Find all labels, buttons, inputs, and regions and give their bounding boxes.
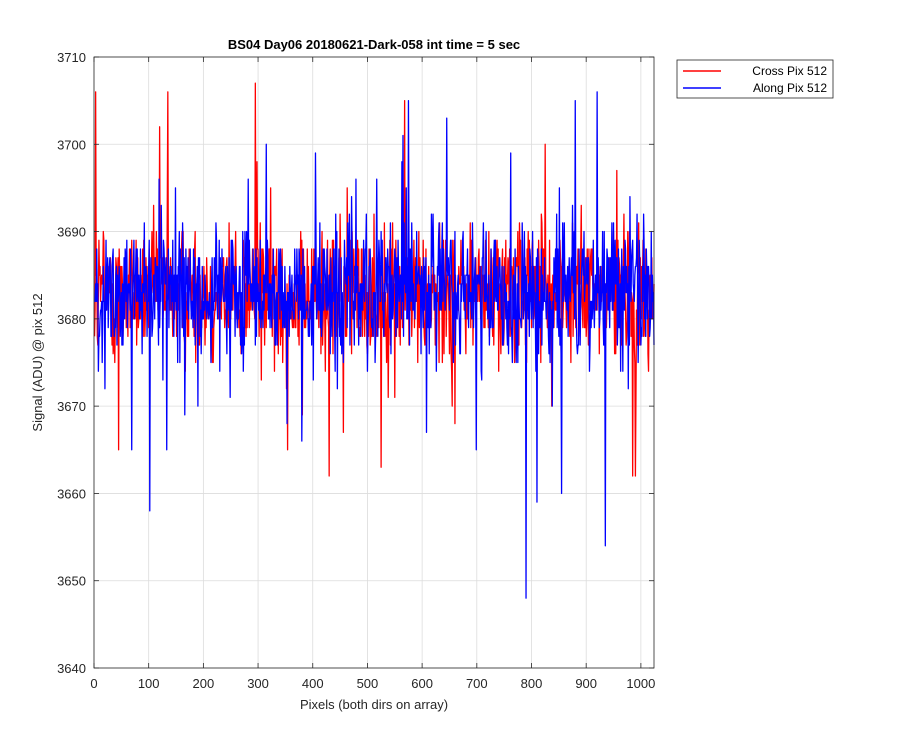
legend-label-along: Along Pix 512 (753, 81, 827, 95)
y-axis-label: Signal (ADU) @ pix 512 (30, 293, 45, 431)
y-tick-label: 3690 (57, 225, 86, 240)
x-axis: 0 100 200 300 400 500 600 700 800 900 1000 (90, 57, 655, 691)
x-tick-label: 300 (247, 676, 269, 691)
x-tick-label: 500 (357, 676, 379, 691)
x-tick-label: 600 (411, 676, 433, 691)
plot-frame (93, 56, 655, 669)
y-tick-label: 3710 (57, 50, 86, 65)
x-tick-label: 200 (193, 676, 215, 691)
y-tick-label: 3670 (57, 399, 86, 414)
legend: Cross Pix 512 Along Pix 512 (676, 59, 834, 99)
y-axis: 3640 3650 3660 3670 3680 3690 3700 3710 (57, 50, 654, 676)
series-layer (93, 82, 655, 599)
legend-box (676, 59, 834, 99)
x-tick-label: 800 (521, 676, 543, 691)
y-tick-label: 3650 (57, 574, 86, 589)
x-tick-label: 1000 (626, 676, 655, 691)
chart-title: BS04 Day06 20180621-Dark-058 int time = … (228, 37, 520, 52)
series-line-cross (93, 82, 655, 477)
x-tick-label: 0 (90, 676, 97, 691)
x-tick-label: 100 (138, 676, 160, 691)
x-tick-label: 700 (466, 676, 488, 691)
y-tick-label: 3640 (57, 661, 86, 676)
y-tick-label: 3680 (57, 312, 86, 327)
series-line-along (94, 91, 655, 599)
x-tick-label: 900 (575, 676, 597, 691)
x-tick-label: 400 (302, 676, 324, 691)
legend-label-cross: Cross Pix 512 (752, 64, 827, 78)
y-tick-label: 3700 (57, 137, 86, 152)
x-axis-label: Pixels (both dirs on array) (300, 697, 448, 712)
y-tick-label: 3660 (57, 486, 86, 501)
